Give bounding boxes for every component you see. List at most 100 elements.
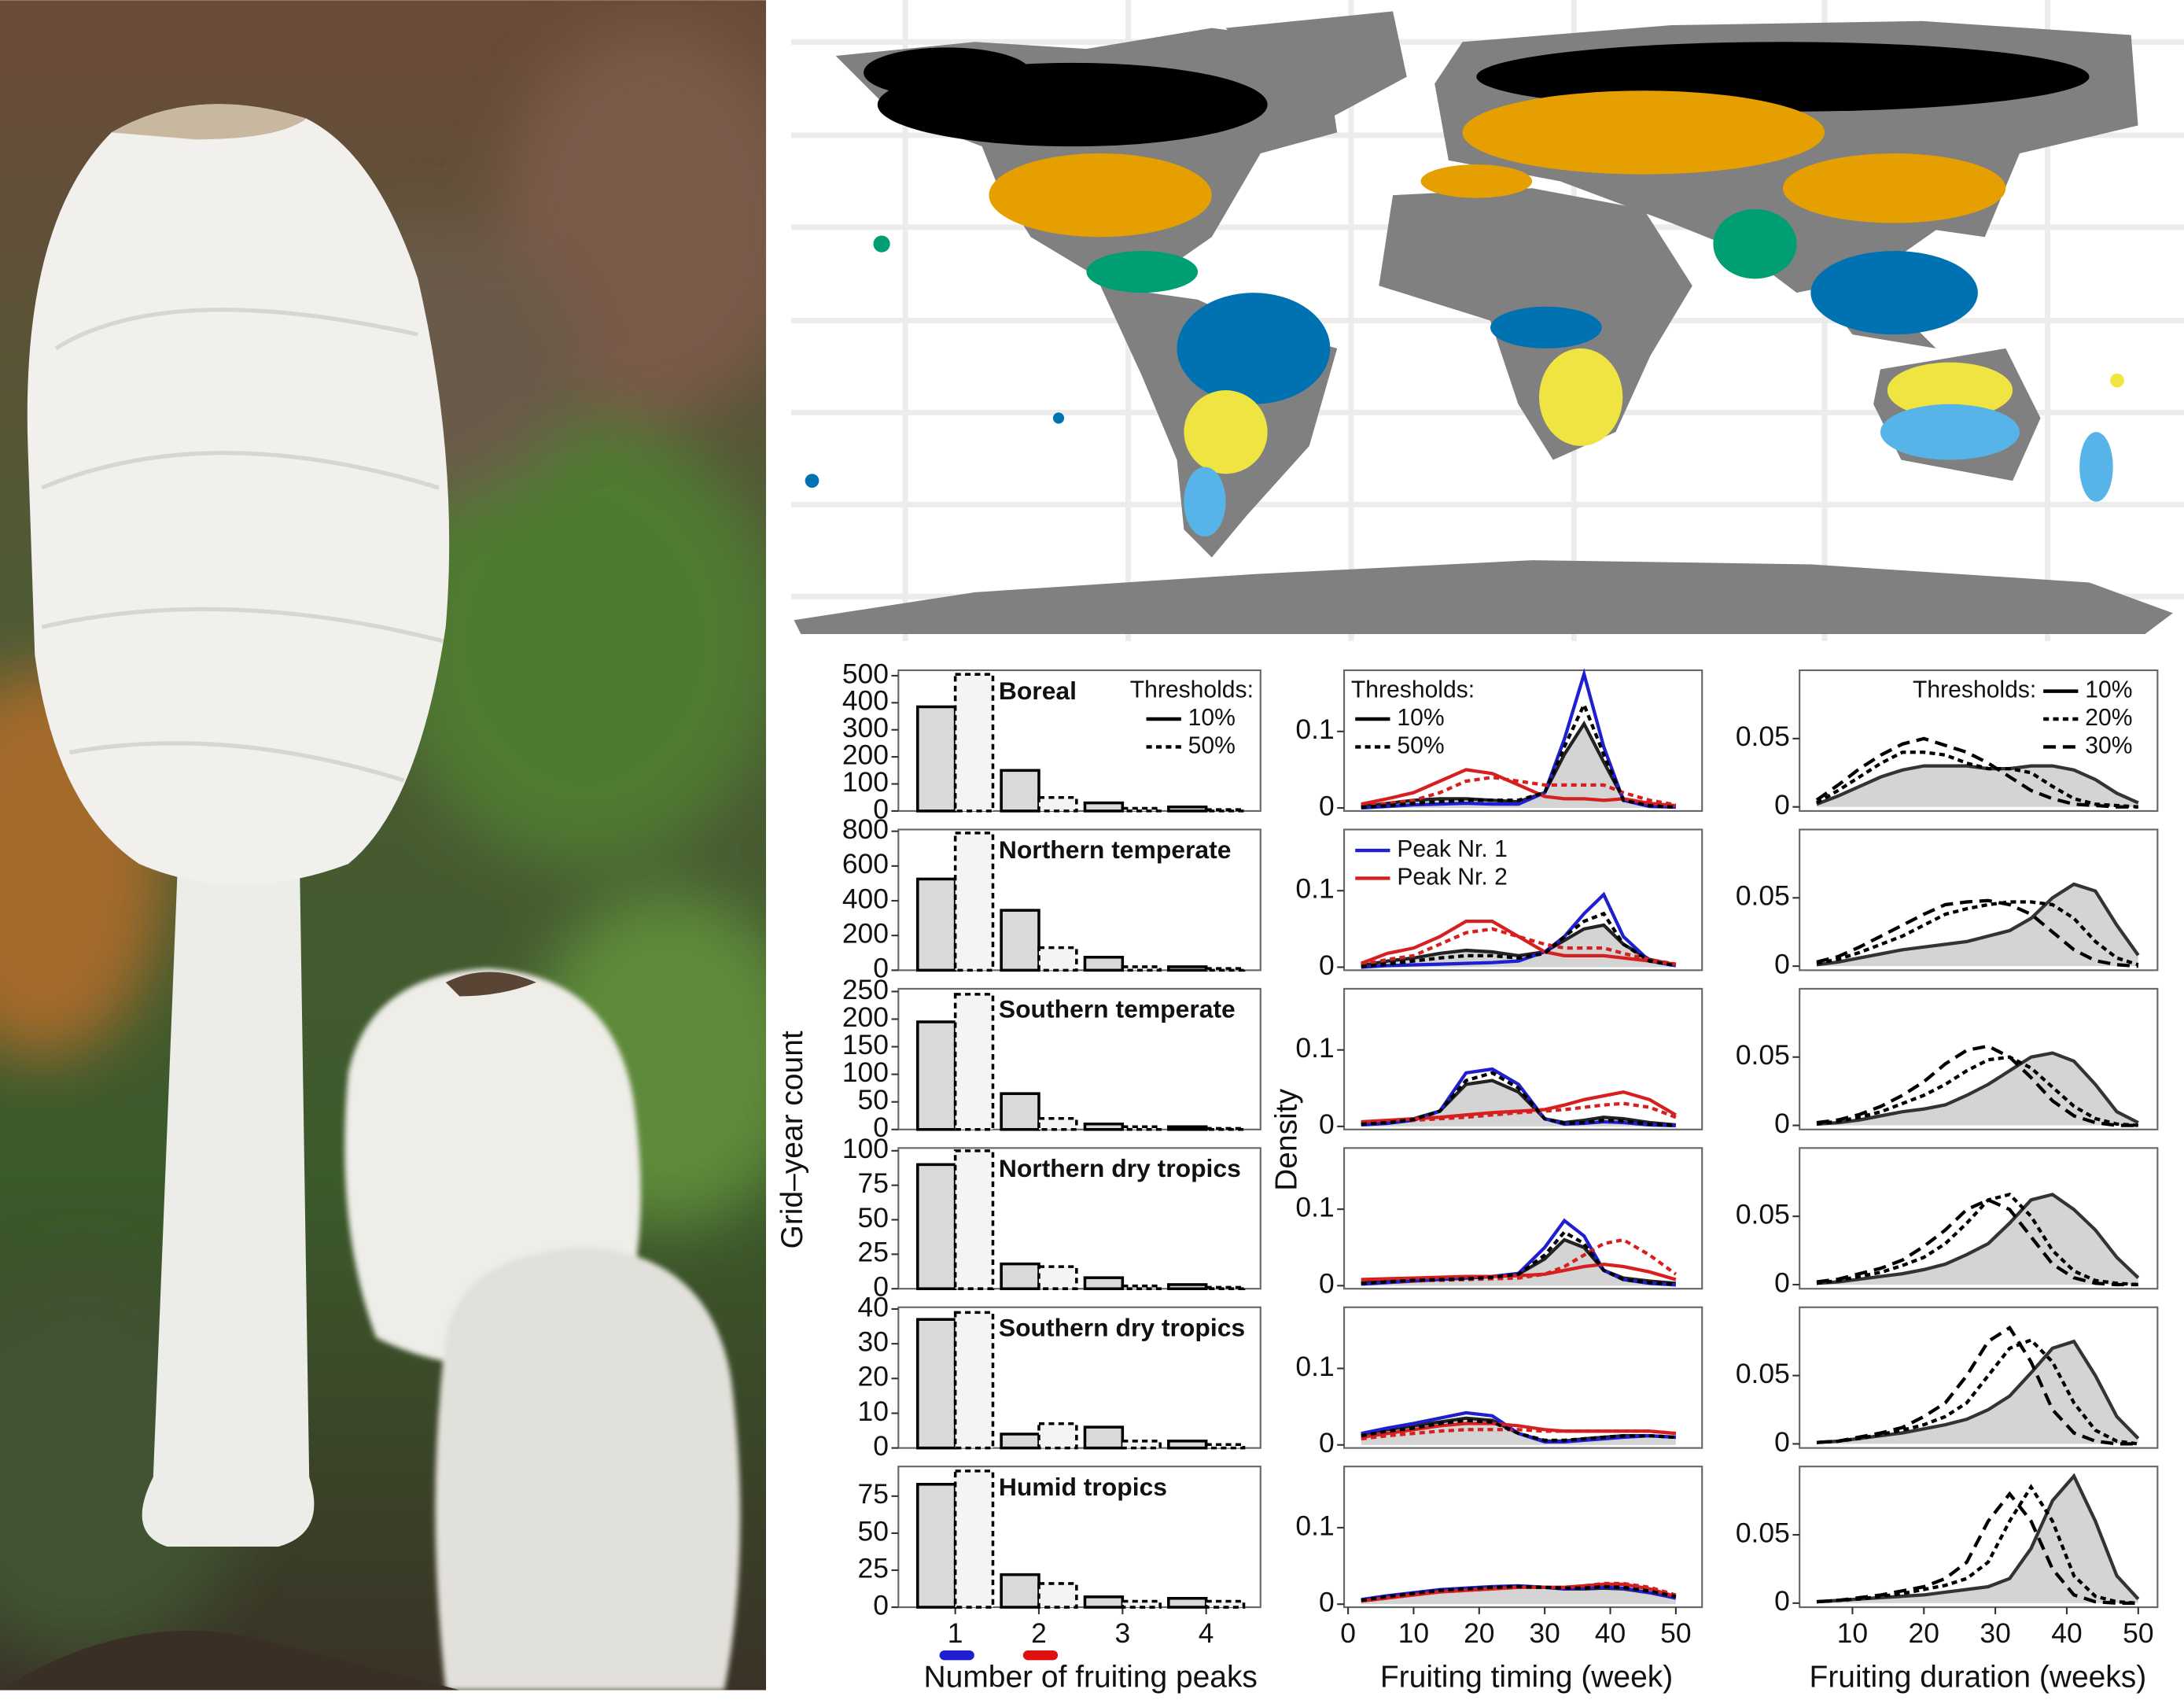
y-tick-label: 100 <box>842 1057 889 1088</box>
density-line <box>1361 1428 1677 1441</box>
y-tick-label: 25 <box>858 1552 889 1584</box>
y-tick-label: 0.1 <box>1295 1510 1334 1541</box>
bar <box>1204 1599 1246 1609</box>
y-tick-label: 800 <box>842 813 889 845</box>
y-tick-label: 600 <box>842 848 889 880</box>
x-tick-label: 1 <box>948 1617 963 1649</box>
bar <box>1121 1125 1162 1131</box>
bar <box>953 1311 995 1450</box>
y-tick-label: 0.05 <box>1736 1517 1790 1548</box>
x-tick-label: 20 <box>1909 1617 1939 1649</box>
bar <box>1121 1599 1162 1609</box>
y-tick-label: 0 <box>1319 950 1335 981</box>
legend-title: Thresholds: <box>1130 677 1254 703</box>
y-tick-label: 0 <box>1774 1267 1790 1298</box>
bar <box>916 705 957 813</box>
density-line <box>1816 882 2140 967</box>
x-axis-title: Fruiting duration (weeks) <box>1810 1661 2147 1694</box>
y-tick-label: 0 <box>1319 1108 1335 1140</box>
y-tick-label: 0 <box>873 1430 889 1462</box>
y-tick-label: 50 <box>858 1515 889 1547</box>
bar <box>1083 1595 1125 1609</box>
x-axis-title: Number of fruiting peaks <box>924 1661 1258 1694</box>
density-line <box>1816 1051 2139 1126</box>
density-line <box>1816 1337 2139 1446</box>
y-tick-label: 0.1 <box>1295 873 1334 905</box>
density-area <box>1361 724 1676 809</box>
y-tick-label: 0 <box>1774 789 1790 820</box>
y-tick-label: 200 <box>842 1001 889 1033</box>
density-area <box>1361 1239 1676 1286</box>
x-tick-label: 4 <box>1199 1617 1214 1649</box>
bar <box>1000 769 1040 813</box>
y-tick-label: 0 <box>873 793 889 824</box>
x-tick-label: 2 <box>1031 1617 1047 1649</box>
density-line <box>1361 923 1677 968</box>
x-tick-label: 50 <box>1660 1617 1691 1649</box>
x-tick-label: 30 <box>1529 1617 1560 1649</box>
density-line <box>1816 1325 2138 1446</box>
y-tick-label: 30 <box>858 1326 889 1357</box>
bar <box>953 832 995 972</box>
x-tick-label: 40 <box>1595 1617 1626 1649</box>
density-line <box>1361 1584 1677 1602</box>
density-line <box>1815 750 2138 809</box>
y-tick-label: 0.05 <box>1736 1199 1790 1230</box>
photo <box>0 0 767 1691</box>
y-tick-label: 500 <box>842 658 889 689</box>
y-tick-label: 40 <box>858 1291 889 1322</box>
legend-label: 10% <box>1188 705 1236 731</box>
x-tick-label: 30 <box>1980 1617 2010 1649</box>
bar <box>1167 805 1208 813</box>
panel <box>1342 1466 1703 1609</box>
bar <box>1167 1596 1208 1609</box>
density-area <box>1816 1053 2138 1126</box>
y-tick-label: 0 <box>873 1112 889 1143</box>
bar <box>916 1163 957 1290</box>
y-tick-label: 50 <box>858 1084 889 1116</box>
y-tick-label: 100 <box>842 1133 889 1164</box>
density-line <box>1816 1193 2140 1285</box>
y-tick-label: 300 <box>842 712 889 743</box>
bar <box>1083 801 1125 813</box>
panel-title: Northern dry tropics <box>999 1154 1241 1182</box>
bar <box>953 993 995 1131</box>
bar <box>1204 1127 1246 1131</box>
y-tick-label: 250 <box>842 974 889 1005</box>
y-tick-label: 200 <box>842 918 889 950</box>
y-tick-label: 0.1 <box>1295 1191 1334 1222</box>
bar <box>916 877 957 972</box>
bar <box>916 1318 957 1450</box>
density-line <box>1361 1422 1677 1440</box>
legend-label: Peak Nr. 2 <box>1397 864 1508 890</box>
density-line <box>1361 1230 1676 1286</box>
y-tick-label: 50 <box>858 1202 889 1234</box>
y-axis-title: Grid–year count <box>775 1031 809 1248</box>
x-tick-label: 20 <box>1464 1617 1494 1649</box>
y-tick-label: 0 <box>1319 1427 1335 1458</box>
density-line <box>1816 1484 2138 1605</box>
y-tick-label: 0 <box>1774 1426 1790 1458</box>
x-tick-label: 10 <box>1837 1617 1868 1649</box>
bar <box>1167 1125 1208 1131</box>
density-area <box>1816 1476 2138 1603</box>
density-line <box>1816 1193 2138 1287</box>
bar <box>1083 1276 1125 1290</box>
y-tick-label: 0.05 <box>1736 880 1790 912</box>
legend-title: Thresholds: <box>1351 677 1475 703</box>
density-line <box>1816 1044 2138 1127</box>
bar <box>1083 1122 1125 1131</box>
density-line <box>1361 927 1677 967</box>
panel-title: Northern temperate <box>999 835 1232 864</box>
y-tick-label: 75 <box>858 1478 889 1510</box>
x-tick-label: 40 <box>2051 1617 2082 1649</box>
bar <box>1000 909 1040 972</box>
bar <box>1167 1283 1208 1290</box>
y-tick-label: 0 <box>1774 948 1790 979</box>
bar <box>1204 808 1246 813</box>
bar <box>916 1483 957 1609</box>
legend-label: 50% <box>1188 732 1236 758</box>
bar <box>1121 1440 1162 1450</box>
bar <box>1204 1285 1246 1290</box>
bar <box>1037 795 1078 813</box>
